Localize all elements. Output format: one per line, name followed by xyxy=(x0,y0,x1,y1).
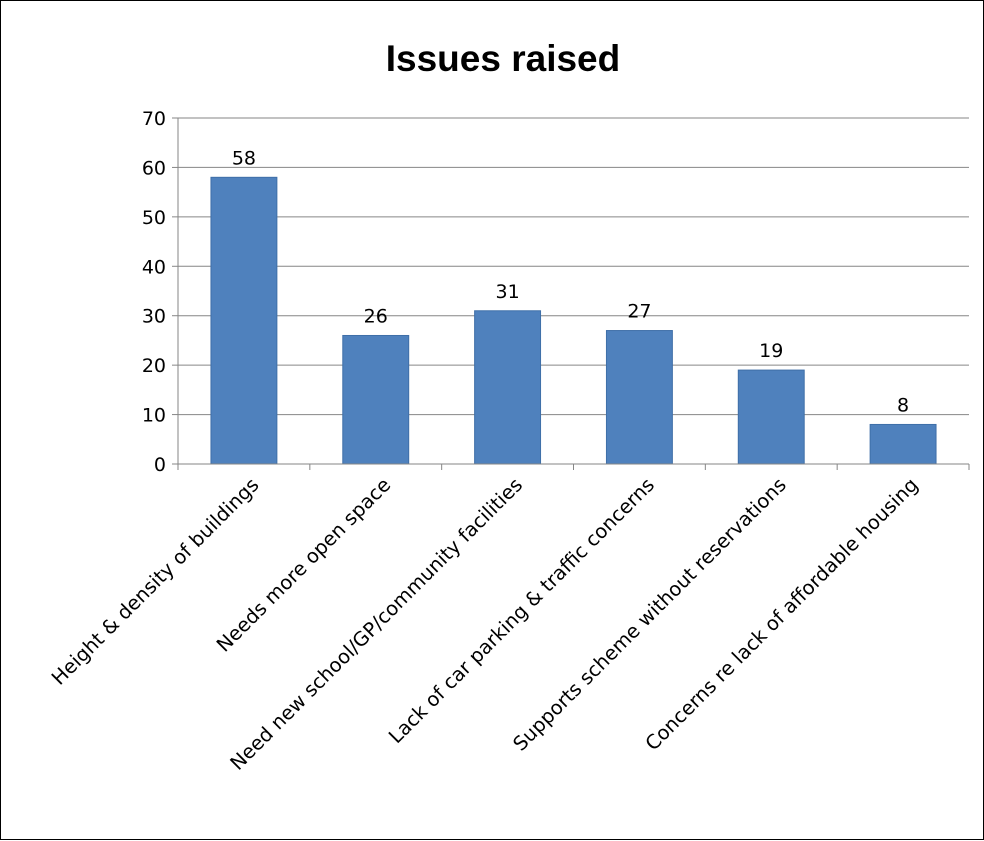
y-tick-label: 60 xyxy=(142,157,166,179)
x-category-label: Lack of car parking & traffic concerns xyxy=(384,473,659,748)
gridlines xyxy=(178,117,969,416)
x-category-label: Concerns re lack of affordable housing xyxy=(641,473,923,755)
data-label: 58 xyxy=(232,147,256,169)
data-label: 8 xyxy=(897,394,909,416)
data-label: 31 xyxy=(495,281,519,303)
bar xyxy=(342,334,410,465)
y-tick-label: 40 xyxy=(142,256,166,278)
axes xyxy=(172,117,970,470)
y-tick-label: 70 xyxy=(142,108,166,130)
y-tick-label: 0 xyxy=(154,454,166,476)
bar xyxy=(737,369,805,465)
bar xyxy=(605,330,673,465)
chart-title: Issues raised xyxy=(386,38,620,79)
y-tick-label: 50 xyxy=(142,207,166,229)
bar xyxy=(869,423,937,465)
x-category-label: Height & density of buildings xyxy=(47,473,263,689)
y-tick-label: 30 xyxy=(142,306,166,328)
bar xyxy=(210,176,278,465)
x-category-label: Need new school/GP/community facilities xyxy=(226,473,527,774)
x-category-label: Supports scheme without reservations xyxy=(509,473,791,755)
data-label: 26 xyxy=(364,305,388,327)
data-label: 27 xyxy=(627,301,651,323)
y-tick-label: 20 xyxy=(142,355,166,377)
bars xyxy=(210,176,937,465)
data-label: 19 xyxy=(759,340,783,362)
y-tick-label: 10 xyxy=(142,405,166,427)
bar xyxy=(474,310,542,465)
